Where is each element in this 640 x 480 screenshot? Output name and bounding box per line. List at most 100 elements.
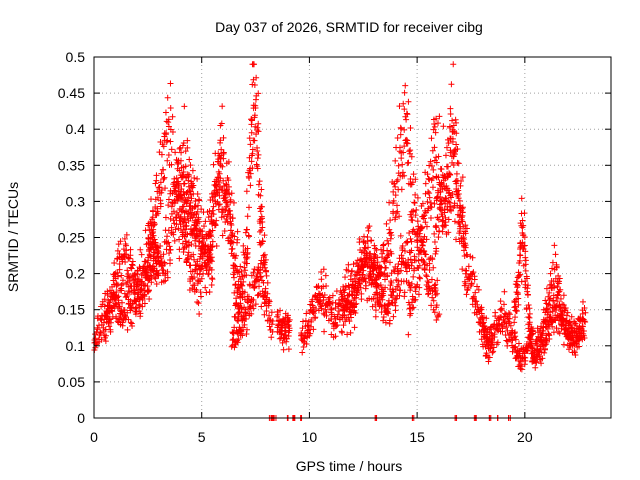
data-point xyxy=(453,141,460,148)
data-point xyxy=(464,251,471,258)
data-point xyxy=(172,226,179,233)
data-point xyxy=(564,309,571,316)
data-point xyxy=(366,250,373,257)
data-point xyxy=(167,215,174,222)
data-point xyxy=(436,311,443,318)
data-point xyxy=(314,284,321,291)
data-point xyxy=(474,283,481,290)
data-point xyxy=(165,152,172,159)
data-point xyxy=(261,264,268,271)
data-point xyxy=(417,275,424,282)
data-point xyxy=(155,249,162,256)
data-point xyxy=(435,153,442,160)
data-point xyxy=(189,167,196,174)
data-point xyxy=(251,266,258,273)
data-point xyxy=(560,292,567,299)
data-point xyxy=(179,208,186,215)
data-point xyxy=(542,316,549,323)
data-point xyxy=(164,233,171,240)
data-point xyxy=(485,358,492,365)
data-point xyxy=(147,238,154,245)
data-point xyxy=(234,236,241,243)
data-point xyxy=(456,212,463,219)
data-point xyxy=(428,162,435,169)
data-point xyxy=(220,155,227,162)
data-point xyxy=(205,214,212,221)
data-point xyxy=(512,333,519,340)
data-point xyxy=(429,256,436,263)
data-point xyxy=(248,310,255,317)
data-point xyxy=(391,299,398,306)
data-point xyxy=(187,199,194,206)
data-point xyxy=(436,113,443,120)
data-point xyxy=(119,277,126,284)
data-point xyxy=(268,321,275,328)
data-point xyxy=(118,285,125,292)
data-point xyxy=(171,237,178,244)
data-point xyxy=(374,259,381,266)
data-point xyxy=(435,234,442,241)
data-point xyxy=(140,280,147,287)
data-point xyxy=(239,293,246,300)
data-point xyxy=(244,213,251,220)
data-point xyxy=(215,206,222,213)
data-point xyxy=(228,190,235,197)
data-point xyxy=(153,281,160,288)
data-point xyxy=(455,219,462,226)
data-point xyxy=(378,303,385,310)
data-point xyxy=(358,290,365,297)
data-point xyxy=(248,129,255,136)
data-point xyxy=(149,216,156,223)
data-point xyxy=(168,210,175,217)
data-point xyxy=(252,105,259,112)
data-point xyxy=(440,223,447,230)
data-point xyxy=(383,220,390,227)
data-point xyxy=(545,321,552,328)
data-point xyxy=(428,276,435,283)
data-point xyxy=(549,308,556,315)
data-point xyxy=(400,100,407,107)
data-point xyxy=(196,311,203,318)
data-point xyxy=(446,199,453,206)
data-point xyxy=(254,127,261,134)
data-point xyxy=(230,199,237,206)
data-point xyxy=(254,155,261,162)
data-point xyxy=(437,198,444,205)
data-point xyxy=(219,232,226,239)
data-point xyxy=(128,283,135,290)
data-point xyxy=(221,227,228,234)
data-point xyxy=(503,324,510,331)
data-point xyxy=(155,184,162,191)
data-point xyxy=(114,247,121,254)
data-point xyxy=(405,331,412,338)
data-point xyxy=(432,222,439,229)
data-point xyxy=(189,285,196,292)
data-point xyxy=(326,294,333,301)
data-point xyxy=(373,266,380,273)
data-point xyxy=(386,199,393,206)
data-point xyxy=(161,259,168,266)
y-tick-label: 0.05 xyxy=(58,374,85,390)
data-point xyxy=(435,216,442,223)
data-point xyxy=(166,243,173,250)
data-point xyxy=(483,331,490,338)
data-point xyxy=(456,220,463,227)
data-point xyxy=(499,323,506,330)
data-point xyxy=(518,195,525,202)
data-point xyxy=(250,297,257,304)
data-point xyxy=(125,271,132,278)
data-point xyxy=(118,272,125,279)
data-point xyxy=(224,175,231,182)
data-point xyxy=(155,210,162,217)
data-point xyxy=(171,179,178,186)
data-point xyxy=(165,202,172,209)
data-point xyxy=(521,234,528,241)
data-point xyxy=(192,237,199,244)
data-point xyxy=(231,344,238,351)
data-point xyxy=(408,153,415,160)
data-point xyxy=(164,94,171,101)
data-point xyxy=(407,256,414,263)
data-point xyxy=(223,215,230,222)
data-point xyxy=(196,218,203,225)
